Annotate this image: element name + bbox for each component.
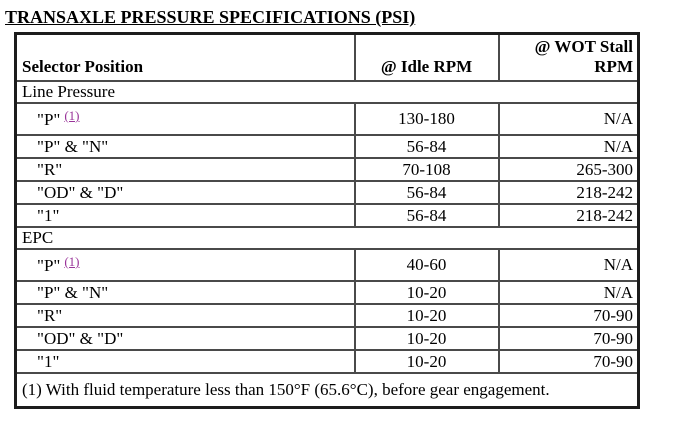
selector-label: "1" (37, 205, 60, 225)
wot-stall-value: N/A (497, 280, 640, 305)
selector-cell: "P" & "N" (14, 134, 356, 159)
selector-label: "R" (37, 305, 63, 325)
table-row-epc-p: "P" (1) 40-60 N/A (14, 248, 640, 282)
idle-rpm-value: 10-20 (353, 303, 500, 328)
idle-rpm-value: 40-60 (353, 248, 500, 282)
col-header-selector-position: Selector Position (14, 32, 356, 82)
selector-label: "OD" & "D" (37, 182, 124, 202)
idle-rpm-value: 10-20 (353, 349, 500, 374)
table-row-lp-r: "R" 70-108 265-300 (14, 157, 640, 182)
table-row-epc-p-n: "P" & "N" 10-20 N/A (14, 280, 640, 305)
section-row-line-pressure: Line Pressure (14, 80, 640, 104)
col-header-idle-rpm: @ Idle RPM (353, 32, 500, 82)
selector-cell: "OD" & "D" (14, 326, 356, 351)
section-label: Line Pressure (14, 80, 640, 104)
wot-stall-value: N/A (497, 134, 640, 159)
selector-cell: "P" (1) (14, 102, 356, 136)
wot-stall-value: N/A (497, 248, 640, 282)
pressure-spec-table: Selector Position @ Idle RPM @ WOT Stall… (14, 32, 640, 409)
table-row-epc-1: "1" 10-20 70-90 (14, 349, 640, 374)
selector-cell: "OD" & "D" (14, 180, 356, 205)
idle-rpm-value: 130-180 (353, 102, 500, 136)
table-row-epc-r: "R" 10-20 70-90 (14, 303, 640, 328)
section-row-epc: EPC (14, 226, 640, 250)
selector-label: "P" (37, 110, 61, 129)
selector-label: "OD" & "D" (37, 328, 124, 348)
wot-stall-value: 70-90 (497, 349, 640, 374)
idle-rpm-value: 56-84 (353, 134, 500, 159)
table-row-lp-p: "P" (1) 130-180 N/A (14, 102, 640, 136)
idle-rpm-value: 10-20 (353, 326, 500, 351)
selector-cell: "R" (14, 303, 356, 328)
selector-cell: "P" & "N" (14, 280, 356, 305)
selector-label: "P" & "N" (37, 282, 109, 302)
selector-label: "P" (37, 256, 61, 275)
footnote-ref-link[interactable]: (1) (64, 108, 80, 123)
table-row-epc-od-d: "OD" & "D" 10-20 70-90 (14, 326, 640, 351)
selector-label: "R" (37, 159, 63, 179)
section-label: EPC (14, 226, 640, 250)
selector-cell: "1" (14, 203, 356, 228)
idle-rpm-value: 70-108 (353, 157, 500, 182)
idle-rpm-value: 56-84 (353, 203, 500, 228)
page-title: TRANSAXLE PRESSURE SPECIFICATIONS (PSI) (5, 7, 416, 27)
footnote-ref-link[interactable]: (1) (64, 254, 80, 269)
selector-cell: "P" (1) (14, 248, 356, 282)
selector-cell: "1" (14, 349, 356, 374)
table-row-lp-p-n: "P" & "N" 56-84 N/A (14, 134, 640, 159)
wot-stall-value: 265-300 (497, 157, 640, 182)
wot-stall-value: 218-242 (497, 180, 640, 205)
selector-cell: "R" (14, 157, 356, 182)
selector-label: "1" (37, 351, 60, 371)
footnote-row: (1) With fluid temperature less than 150… (14, 372, 640, 409)
table-row-lp-od-d: "OD" & "D" 56-84 218-242 (14, 180, 640, 205)
table-row-lp-1: "1" 56-84 218-242 (14, 203, 640, 228)
footnote-text: (1) With fluid temperature less than 150… (14, 372, 640, 409)
table-header-row: Selector Position @ Idle RPM @ WOT Stall… (14, 32, 640, 82)
idle-rpm-value: 10-20 (353, 280, 500, 305)
wot-stall-value: 70-90 (497, 326, 640, 351)
wot-stall-value: 70-90 (497, 303, 640, 328)
wot-stall-value: N/A (497, 102, 640, 136)
selector-label: "P" & "N" (37, 136, 109, 156)
idle-rpm-value: 56-84 (353, 180, 500, 205)
wot-stall-value: 218-242 (497, 203, 640, 228)
col-header-wot-stall-rpm: @ WOT Stall RPM (497, 32, 640, 82)
